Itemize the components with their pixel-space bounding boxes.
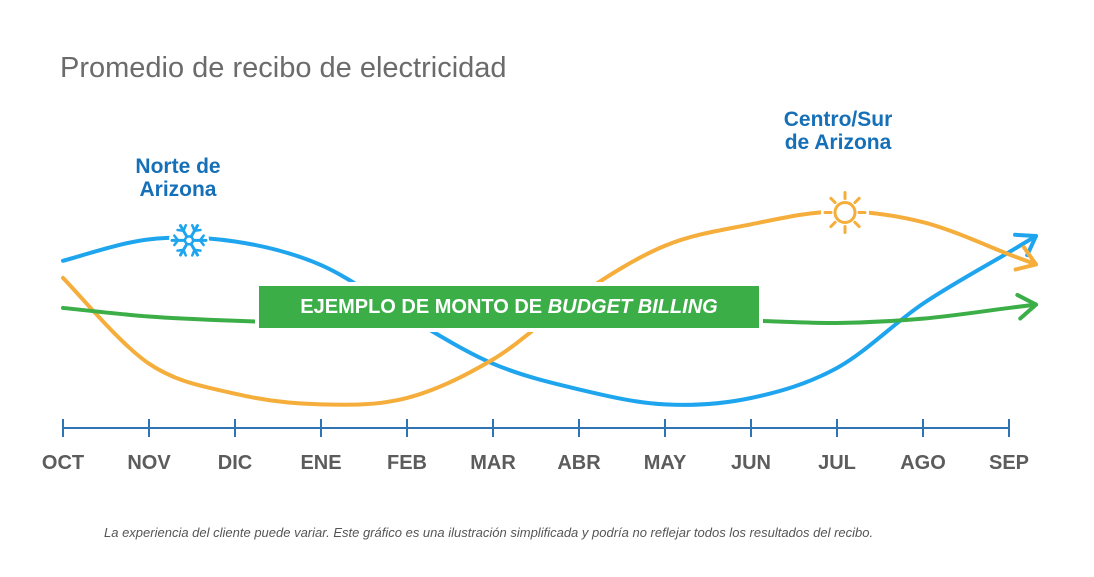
snowflake-icon-branch (190, 223, 196, 233)
x-tick-label: DIC (218, 452, 252, 474)
snowflake-icon-branch (182, 248, 188, 257)
region-label-south-line2: de Arizona (784, 131, 892, 154)
snowflake-icon-branch (173, 239, 180, 247)
sun-icon-ray (853, 220, 861, 229)
sun-icon-core (833, 200, 857, 224)
budget-billing-banner-bg (255, 282, 763, 332)
x-tick-label: ENE (300, 452, 341, 474)
sun-icon-ray (829, 196, 837, 205)
snowflake-icon-branch (193, 248, 202, 252)
region-label-south-line1: Centro/Sur (783, 108, 893, 131)
region-label-north-line2: Arizona (139, 178, 217, 201)
series-arrow-north (1013, 232, 1038, 258)
x-tick-label: AGO (900, 452, 946, 474)
x-tick-label: FEB (387, 452, 427, 474)
snowflake-icon-center (183, 235, 195, 246)
series-arrow-south (1013, 245, 1038, 272)
x-tick-label: ABR (557, 452, 601, 474)
x-tick-label: MAR (470, 452, 516, 474)
snowflake-icon (169, 220, 209, 261)
snowflake-icon-branch (198, 234, 205, 242)
region-label-north: Norte de Arizona (110, 155, 246, 201)
sun-icon-ray (853, 196, 861, 205)
disclaimer-text: La experiencia del cliente puede variar.… (104, 525, 874, 540)
x-tick-label: OCT (42, 452, 84, 474)
region-label-north-line1: Norte de (135, 155, 221, 178)
x-tick-label: NOV (127, 452, 171, 474)
series-layer (61, 209, 1038, 407)
sun-icon (821, 188, 869, 237)
x-tick-label: JUL (818, 452, 856, 474)
x-tick-label: MAY (644, 452, 687, 474)
region-label-south: Centro/Sur de Arizona (760, 108, 916, 154)
chart-title: Promedio de recibo de electricidad (60, 52, 507, 84)
budget-billing-banner: EJEMPLO DE MONTO DE BUDGET BILLING (257, 284, 761, 330)
x-axis: OCT NOV DIC ENE FEB MAR ABR MAY JUN JUL AGO SEP (42, 419, 1029, 474)
series-line-north (61, 234, 1038, 407)
snowflake-icon-branch (176, 228, 185, 233)
icon-layer (169, 188, 869, 261)
x-tick-label: JUN (731, 452, 771, 474)
budget-billing-emphasis: BUDGET BILLING (547, 295, 718, 318)
series-arrow-budget (1015, 292, 1038, 321)
sun-icon-ray (829, 220, 837, 229)
budget-billing-prefix: EJEMPLO DE MONTO DE (300, 295, 543, 318)
x-tick-label: SEP (989, 452, 1029, 474)
